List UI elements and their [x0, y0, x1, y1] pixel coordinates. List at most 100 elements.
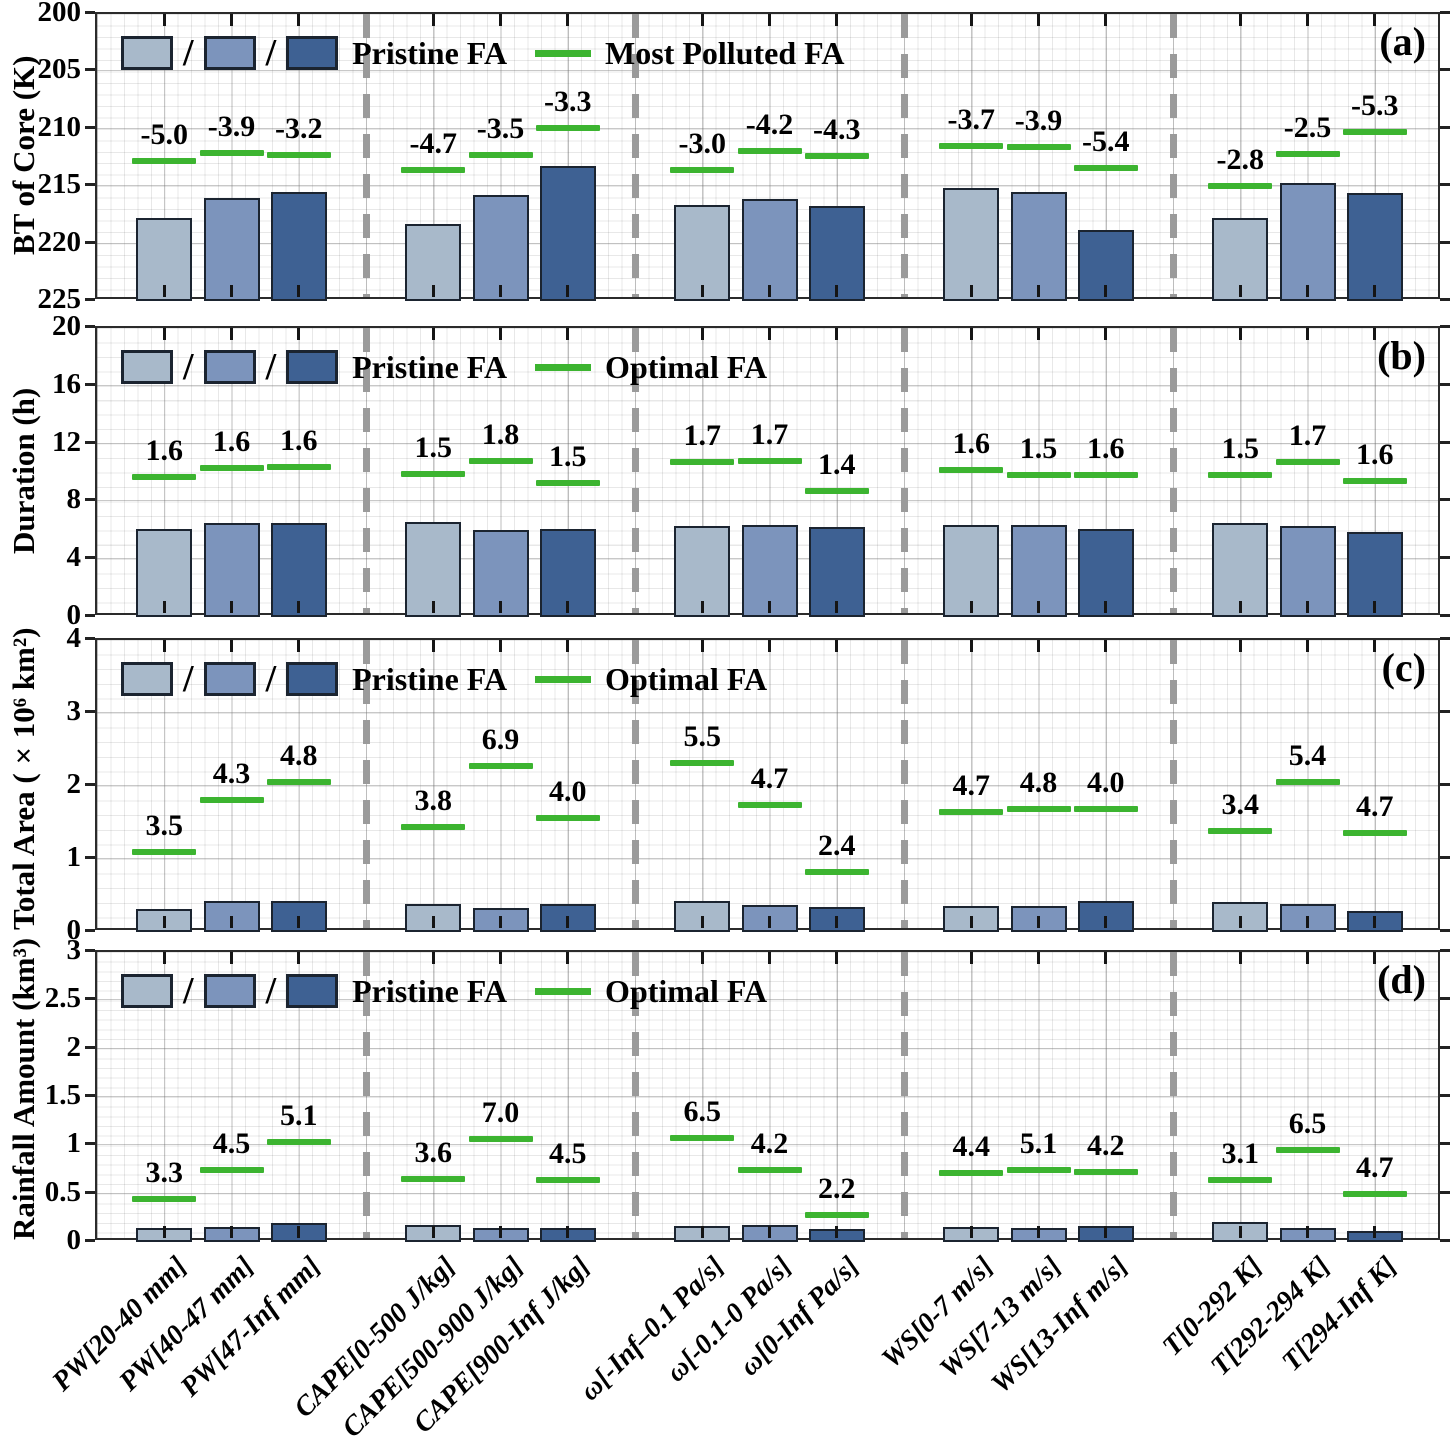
- value-label: 1.7: [750, 417, 789, 451]
- group-separator: [362, 328, 370, 613]
- value-label: 2.2: [818, 1171, 856, 1205]
- y-tick-label: 0: [66, 1224, 82, 1256]
- bar: [1346, 193, 1403, 301]
- reference-line: [132, 849, 197, 856]
- reference-line: [199, 465, 264, 472]
- reference-line: [1342, 478, 1407, 485]
- y-tick-mark-right: [1440, 1190, 1450, 1194]
- value-label: 4.5: [212, 1127, 251, 1161]
- y-tick-mark-left: [85, 997, 95, 1001]
- x-tick-mark-top: [1238, 640, 1242, 652]
- x-tick-mark-bottom: [566, 285, 570, 297]
- value-label: -4.2: [745, 107, 794, 141]
- legend-separator-slash: /: [265, 970, 277, 1012]
- x-tick-mark-top: [297, 952, 301, 964]
- x-tick-mark-bottom: [1238, 1226, 1242, 1238]
- x-tick-mark-top: [297, 328, 301, 340]
- legend-separator-slash: /: [265, 32, 277, 74]
- value-label: -5.0: [140, 117, 189, 151]
- x-tick-mark-top: [162, 640, 166, 652]
- legend-bar-label: Pristine FA: [352, 349, 508, 385]
- value-label: 1.5: [414, 430, 453, 464]
- reference-line: [1073, 1169, 1138, 1176]
- legend-line-swatch: [535, 987, 592, 995]
- y-tick-mark-left: [85, 1190, 95, 1194]
- x-tick-mark-top: [700, 328, 704, 340]
- value-label: -3.0: [678, 127, 727, 161]
- x-tick-mark-top: [1037, 14, 1040, 26]
- major-gridline: [97, 1144, 1438, 1146]
- x-tick-mark-bottom: [1104, 916, 1108, 928]
- x-tick-mark-bottom: [230, 601, 233, 613]
- y-tick-label: 2: [66, 768, 82, 800]
- reference-line: [468, 1135, 533, 1142]
- x-tick-mark-top: [566, 328, 570, 340]
- x-tick-mark-top: [162, 14, 166, 26]
- x-tick-mark-bottom: [1037, 285, 1040, 297]
- legend: / / Pristine FA Optimal FA: [121, 656, 767, 702]
- y-tick-mark-right: [1440, 1142, 1450, 1146]
- reference-line: [1006, 1167, 1071, 1174]
- x-tick-mark-top: [1306, 328, 1309, 340]
- panel-3: Total Area (×10⁶ km²) 3.5 4.3 4.8 3.8 6.9 4.0 5…: [0, 624, 1450, 945]
- x-tick-mark-top: [566, 952, 570, 964]
- major-gridline: [97, 1047, 1438, 1049]
- legend: / / Pristine FA Most Polluted FA: [121, 30, 844, 76]
- x-tick-mark-bottom: [499, 1226, 502, 1238]
- value-label: 4.3: [212, 756, 251, 790]
- x-tick-mark-bottom: [700, 601, 704, 613]
- major-gridline: [97, 712, 1438, 713]
- y-tick-mark-left: [85, 783, 95, 786]
- y-tick-mark-left: [85, 856, 95, 859]
- legend-line-swatch: [535, 363, 592, 371]
- value-label: 1.6: [212, 425, 251, 459]
- x-tick-mark-top: [1373, 640, 1377, 652]
- y-tick-mark-left: [85, 1239, 95, 1242]
- major-gridline: [97, 858, 1438, 859]
- x-tick-mark-top: [768, 952, 771, 964]
- x-tick-mark-top: [700, 952, 704, 964]
- value-label: 4.4: [952, 1130, 991, 1164]
- reference-line: [1208, 827, 1273, 834]
- y-tick-label: 0: [66, 914, 82, 946]
- y-tick-label: 215: [37, 168, 82, 201]
- y-tick-mark-left: [85, 440, 95, 444]
- y-tick-mark-right: [1440, 440, 1450, 444]
- bar: [1077, 229, 1134, 301]
- reference-line: [737, 1167, 802, 1174]
- y-tick-label: 3: [66, 934, 82, 966]
- x-tick-mark-bottom: [700, 916, 704, 928]
- panel-1: BT of Core (K) -5.0 -3.9 -3.2 -4.7 -3.5 -3.3 -3…: [0, 0, 1450, 314]
- value-label: 1.8: [481, 417, 520, 451]
- reference-line: [199, 796, 264, 803]
- y-tick-mark-left: [85, 1045, 95, 1049]
- x-tick-mark-bottom: [1238, 285, 1242, 297]
- value-label: 4.2: [750, 1127, 789, 1161]
- x-tick-mark-bottom: [1373, 916, 1377, 928]
- x-tick-mark-top: [1104, 14, 1108, 26]
- reference-line: [737, 801, 802, 808]
- major-gridline: [97, 185, 1438, 187]
- y-tick-mark-right: [1440, 11, 1450, 14]
- x-tick-mark-top: [566, 640, 570, 652]
- group-separator: [1169, 14, 1177, 297]
- reference-line: [1275, 779, 1340, 786]
- y-tick-label: 205: [37, 53, 82, 86]
- reference-line: [266, 152, 331, 159]
- x-tick-mark-bottom: [1306, 601, 1309, 613]
- reference-line: [939, 808, 1004, 815]
- reference-line: [535, 124, 600, 131]
- x-tick-mark-bottom: [1037, 1226, 1040, 1238]
- x-tick-mark-bottom: [1238, 916, 1242, 928]
- y-tick-label: 200: [37, 0, 82, 28]
- x-tick-mark-top: [969, 640, 973, 652]
- legend-separator-slash: /: [265, 658, 277, 700]
- x-tick-mark-top: [1306, 14, 1309, 26]
- y-tick-mark-right: [1440, 125, 1450, 129]
- x-tick-mark-bottom: [230, 1226, 233, 1238]
- x-tick-mark-bottom: [297, 1226, 301, 1238]
- value-label: 1.5: [1019, 432, 1058, 466]
- reference-line: [199, 1167, 264, 1174]
- y-tick-mark-left: [85, 949, 95, 952]
- value-label: 5.1: [280, 1099, 318, 1133]
